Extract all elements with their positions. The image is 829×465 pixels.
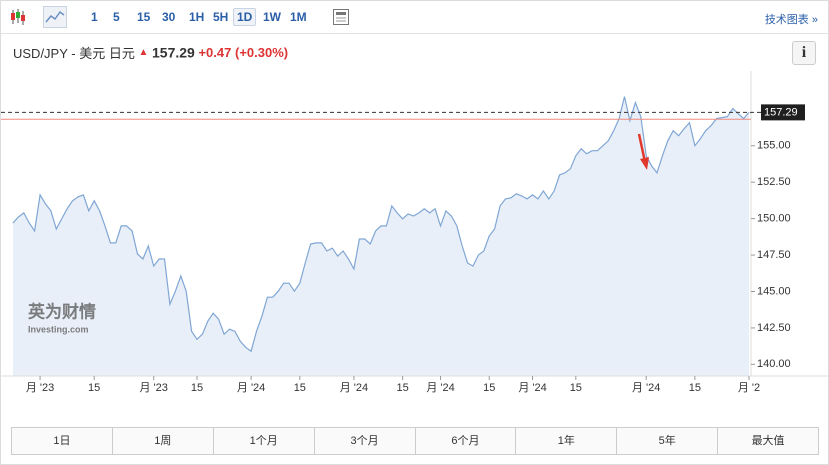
x-tick-label: 15 — [88, 382, 100, 394]
current-price-box — [761, 104, 805, 121]
range-button[interactable]: 最大值 — [718, 428, 818, 454]
x-tick-label: 15 — [294, 382, 306, 394]
x-tick-label: 月 '24 — [518, 382, 546, 394]
range-button[interactable]: 1日 — [12, 428, 113, 454]
technical-chart-link[interactable]: 技术图表 » — [764, 14, 818, 26]
interval-button[interactable]: 1D — [233, 8, 257, 26]
range-button[interactable]: 1个月 — [213, 428, 315, 454]
price-line — [12, 96, 750, 353]
y-tick-label: 145.00 — [757, 285, 791, 297]
y-tick-label: 150.00 — [757, 213, 791, 225]
x-tick-label: 月 '24 — [340, 382, 368, 394]
x-tick-label: 15 — [483, 382, 495, 394]
watermark-site: Investing.com — [28, 324, 89, 334]
change-percent: (+0.30%) — [234, 45, 289, 60]
x-tick-label: 月 '24 — [426, 382, 454, 394]
interval-button[interactable]: 1H — [189, 10, 205, 24]
y-tick-label: 142.50 — [757, 322, 791, 334]
watermark: 英为财情 Investing.com — [28, 301, 96, 334]
x-tick-label: 15 — [689, 382, 701, 394]
y-tick-label: 152.50 — [757, 176, 791, 188]
range-button[interactable]: 5年 — [617, 428, 719, 454]
interval-button[interactable]: 5 — [113, 10, 120, 24]
up-arrow: ▲ — [138, 47, 149, 58]
y-tick-label: 147.50 — [757, 249, 791, 261]
settings-icon[interactable] — [332, 8, 350, 26]
x-tick-label: 15 — [570, 382, 582, 394]
x-tick-label: 月 '24 — [632, 382, 660, 394]
y-tick-label: 155.00 — [757, 140, 791, 152]
annotation-arrow — [637, 133, 649, 170]
range-button[interactable]: 6个月 — [415, 428, 517, 454]
toolbar: 1 5 15 30 1H 5H 1D 1W 1M 技术图表 » — [1, 1, 828, 34]
range-button[interactable]: 1年 — [516, 428, 618, 454]
x-tick-label: 15 — [397, 382, 409, 394]
x-tick-label: 15 — [191, 382, 203, 394]
info-button[interactable]: i — [792, 41, 816, 65]
current-price-label: 157.29 — [764, 106, 798, 118]
x-tick-label: 月 '23 — [140, 382, 168, 394]
range-button[interactable]: 3个月 — [314, 428, 416, 454]
interval-button[interactable]: 1 — [91, 10, 98, 24]
y-tick-label: 140.00 — [757, 358, 791, 370]
x-tick-label: 月 '23 — [26, 382, 54, 394]
chart: 英为财情 Investing.com 140.00 142.50 145.00 147… — [1, 71, 828, 394]
line-chart-icon[interactable] — [43, 6, 67, 28]
candlestick-icon[interactable] — [9, 8, 27, 26]
interval-button[interactable]: 15 — [137, 10, 151, 24]
x-tick-label: 月 '24 — [237, 382, 265, 394]
interval-button[interactable]: 5H — [213, 10, 229, 24]
interval-button[interactable]: 1M — [290, 10, 307, 24]
symbol: USD/JPY - 美元 日元 — [13, 46, 135, 61]
x-tick-label: 月 '2 — [738, 382, 760, 394]
range-buttons: 1日 1周 1个月 3个月 6个月 1年 5年 最大值 — [11, 427, 819, 455]
interval-button[interactable]: 1W — [263, 10, 281, 24]
range-button[interactable]: 1周 — [112, 428, 214, 454]
quote-header: USD/JPY - 美元 日元 ▲ 157.29 +0.47 (+0.30%) — [13, 43, 288, 62]
price: 157.29 — [152, 44, 195, 61]
area-fill — [13, 96, 749, 376]
watermark-brand: 英为财情 — [28, 301, 96, 321]
change: +0.47 — [198, 45, 232, 60]
interval-button[interactable]: 30 — [162, 10, 176, 24]
